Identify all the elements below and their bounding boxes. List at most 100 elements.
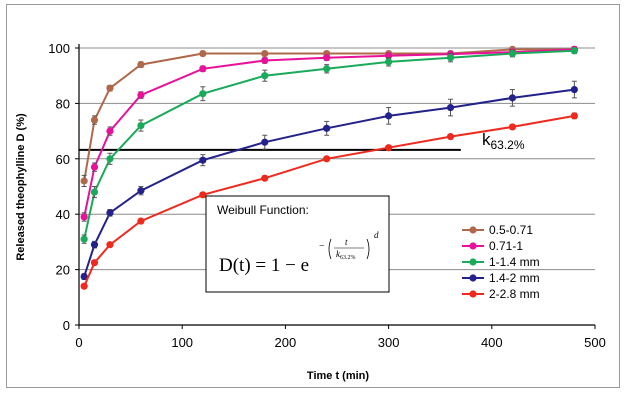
data-point <box>137 187 145 195</box>
data-point <box>261 174 269 182</box>
data-point <box>199 90 207 98</box>
legend-label: 1.4-2 mm <box>489 271 540 285</box>
legend-item: 1.4-2 mm <box>462 271 540 285</box>
data-point <box>137 121 145 130</box>
data-point <box>570 85 578 94</box>
annotation-box-border <box>205 195 390 293</box>
data-point <box>90 241 99 249</box>
series-line <box>83 48 575 218</box>
series-4 <box>80 112 578 290</box>
data-point <box>508 49 517 58</box>
data-point <box>137 61 145 69</box>
data-point <box>446 133 455 141</box>
data-point <box>261 138 269 146</box>
formula-numerator: t <box>345 237 348 247</box>
reference-line-label-sub: 63.2% <box>491 138 525 152</box>
data-point <box>446 54 455 62</box>
data-point <box>385 144 393 152</box>
data-point <box>80 272 88 281</box>
data-point <box>261 49 269 58</box>
data-point <box>199 156 207 164</box>
data-point <box>385 112 393 120</box>
data-point <box>570 112 578 120</box>
y-tick-label: 80 <box>56 96 70 111</box>
y-axis-title: Released theophylline D (%) <box>15 113 27 261</box>
data-point <box>106 84 114 92</box>
formula-right-paren <box>366 238 370 260</box>
legend-swatch-marker <box>469 274 477 282</box>
legend-swatch-marker <box>469 242 477 250</box>
formula-lhs: D(t) = 1 − e <box>219 255 309 276</box>
series-1 <box>80 45 578 222</box>
data-point <box>261 72 269 80</box>
data-point <box>446 103 455 112</box>
x-tick-label: 100 <box>171 335 193 350</box>
data-point <box>90 163 99 171</box>
data-point <box>199 65 207 73</box>
formula-denominator-k: k <box>336 249 341 259</box>
formula-denominator: k63.2% <box>336 249 356 261</box>
axes <box>75 44 596 329</box>
data-point <box>80 213 88 221</box>
y-tick-label: 100 <box>48 41 70 56</box>
series-3 <box>80 80 578 281</box>
data-point <box>137 217 145 225</box>
data-point <box>199 49 207 58</box>
x-tick-label: 500 <box>584 335 606 350</box>
x-tick-label: 300 <box>378 335 400 350</box>
reference-line-label: k63.2% <box>482 130 525 152</box>
legend-label: 1-1.4 mm <box>489 255 540 269</box>
data-point <box>323 65 331 73</box>
legend-label: 0.71-1 <box>489 239 523 253</box>
legend-item: 1-1.4 mm <box>462 255 540 269</box>
legend-item: 2-2.8 mm <box>462 287 540 301</box>
x-tick-label: 0 <box>75 335 82 350</box>
y-tick-label: 60 <box>56 152 70 167</box>
x-tick-label: 400 <box>481 335 503 350</box>
formula-exponent: d <box>374 230 379 240</box>
data-point <box>323 124 331 132</box>
formula-denominator-sub: 63.2% <box>340 255 356 261</box>
data-point <box>90 259 99 267</box>
data-point <box>106 155 114 163</box>
x-axis-title: Time t (min) <box>307 370 369 382</box>
data-point <box>199 191 207 199</box>
y-tick-label: 0 <box>63 318 70 333</box>
data-point <box>80 177 88 185</box>
data-point <box>106 209 114 217</box>
data-point <box>80 235 88 243</box>
data-point <box>90 116 99 124</box>
annotation-title: Weibull Function: <box>217 203 309 217</box>
data-point <box>570 47 578 55</box>
series-2 <box>80 47 578 244</box>
series-group <box>80 45 578 290</box>
tick-labels: 0 20 40 60 80 100 0 100 200 300 400 500 <box>48 41 606 350</box>
data-point <box>261 56 269 65</box>
legend-item: 0.71-1 <box>462 239 523 253</box>
data-point <box>137 91 145 99</box>
data-point <box>106 127 114 135</box>
data-point <box>80 282 88 290</box>
data-point <box>508 123 517 131</box>
legend: 0.5-0.71 0.71-1 1-1.4 mm 1.4-2 mm 2-2.8 mm <box>462 223 540 301</box>
legend-label: 0.5-0.71 <box>489 223 533 237</box>
data-point <box>323 155 331 163</box>
legend-item: 0.5-0.71 <box>462 223 533 237</box>
legend-swatch-marker <box>469 226 477 234</box>
legend-label: 2-2.8 mm <box>489 287 540 301</box>
legend-swatch-marker <box>469 290 477 298</box>
legend-swatch-marker <box>469 258 477 266</box>
data-point <box>106 241 114 249</box>
weibull-annotation-box: Weibull Function: D(t) = 1 − e − t k63.2… <box>205 195 390 293</box>
y-tick-label: 40 <box>56 207 70 222</box>
series-0 <box>80 45 578 187</box>
data-point <box>323 54 331 62</box>
data-point <box>385 58 393 66</box>
data-point <box>90 188 99 196</box>
reference-line-label-main: k <box>482 130 491 149</box>
y-tick-label: 20 <box>56 263 70 278</box>
data-point <box>508 94 517 102</box>
formula-left-paren <box>328 238 332 260</box>
formula-exp-minus: − <box>319 241 325 252</box>
